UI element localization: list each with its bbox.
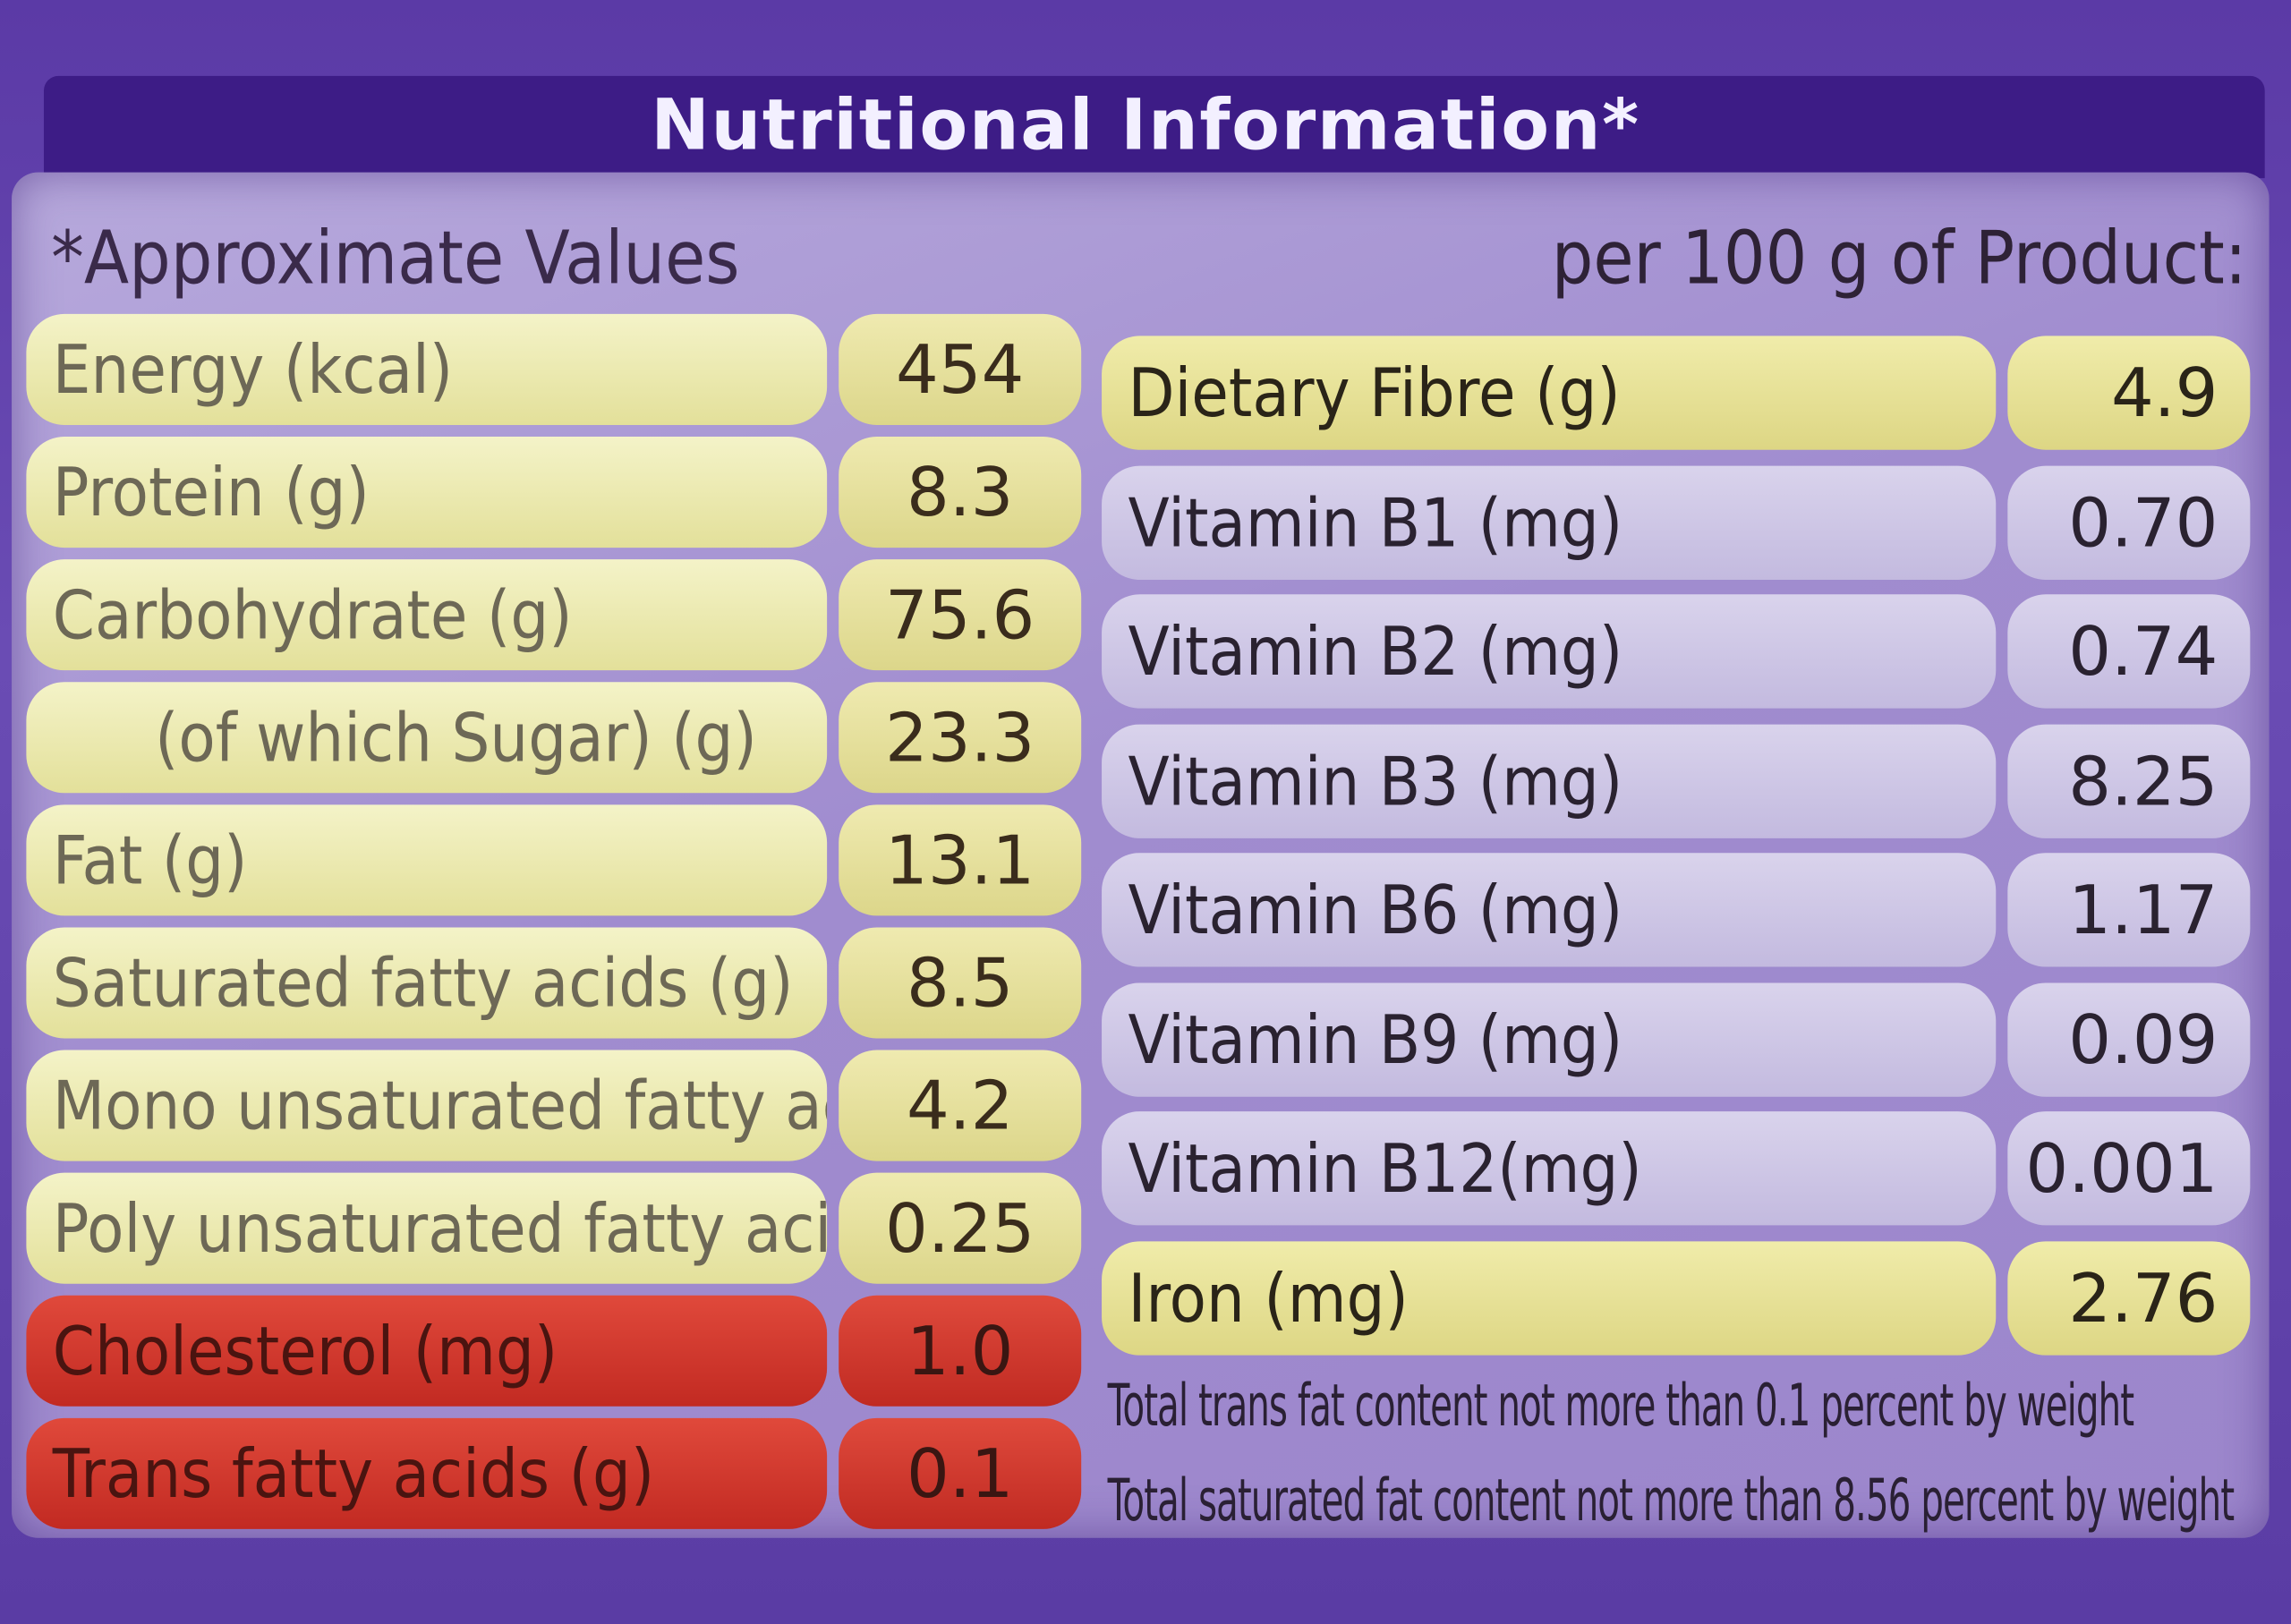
row-label-cell: (of which Sugar) (g): [26, 682, 828, 794]
row-value: 4.2: [839, 1050, 1082, 1161]
row-label-cell: Vitamin B6 (mg): [1102, 853, 1997, 967]
row-value: 0.70: [2007, 464, 2251, 580]
row-label-cell: Protein (g): [26, 437, 828, 548]
row-label-cell: Trans fatty acids (g): [26, 1417, 828, 1529]
row-label: Cholesterol (mg): [52, 1311, 558, 1390]
per-label: per 100 g of Product:: [1552, 216, 2248, 302]
footnote: Total trans fat content not more than 0.…: [1107, 1373, 2135, 1441]
header-bar: [43, 75, 2265, 179]
row-value: 0.09: [2007, 982, 2251, 1096]
row-value: 2.76: [2007, 1240, 2251, 1355]
row-label: Vitamin B12(mg): [1128, 1128, 1642, 1208]
row-label: Saturated fatty acids (g): [52, 943, 794, 1023]
row-label-cell: Mono unsaturated fatty acids(g): [26, 1050, 828, 1161]
row-label-cell: Vitamin B2 (mg): [1102, 594, 1997, 709]
note: *Approximate Values: [51, 216, 740, 302]
row-label: Energy (kcal): [52, 329, 454, 410]
row-label: Poly unsaturated fatty acids(g): [52, 1188, 827, 1268]
row-label: (of which Sugar) (g): [155, 698, 757, 778]
row-label: Vitamin B1 (mg): [1128, 482, 1623, 562]
row-label-cell: Saturated fatty acids (g): [26, 927, 828, 1039]
row-label: Mono unsaturated fatty acids(g): [52, 1066, 827, 1145]
row-label: Vitamin B9 (mg): [1128, 999, 1623, 1079]
row-label-cell: Poly unsaturated fatty acids(g): [26, 1172, 828, 1284]
row-label: Trans fatty acids (g): [52, 1433, 655, 1513]
row-label-cell: Vitamin B1 (mg): [1102, 464, 1997, 580]
row-label-cell: Energy (kcal): [26, 313, 828, 425]
row-label-cell: Cholesterol (mg): [26, 1295, 828, 1407]
row-label: Protein (g): [52, 452, 370, 532]
row-label: Vitamin B2 (mg): [1128, 611, 1623, 692]
title: Nutritional Information*: [651, 84, 1640, 167]
row-value: 1.0: [839, 1295, 1082, 1407]
row-value: 8.3: [839, 437, 1082, 548]
row-label-cell: Vitamin B9 (mg): [1102, 982, 1997, 1096]
row-label-cell: Vitamin B12(mg): [1102, 1111, 1997, 1226]
row-value: 23.3: [839, 682, 1082, 794]
row-value: 8.25: [2007, 723, 2251, 838]
row-value: 454: [839, 313, 1082, 425]
row-label: Vitamin B6 (mg): [1128, 870, 1623, 949]
row-label-cell: Iron (mg): [1102, 1240, 1997, 1355]
footnote: Total saturated fat content not more tha…: [1107, 1467, 2236, 1535]
row-label-cell: Fat (g): [26, 804, 828, 916]
row-label: Vitamin B3 (mg): [1128, 741, 1623, 821]
row-value: 8.5: [839, 927, 1082, 1039]
row-value: 75.6: [839, 559, 1082, 671]
row-value: 4.9: [2007, 336, 2251, 450]
row-label-cell: Dietary Fibre (g): [1102, 336, 1997, 450]
row-value: 0.74: [2007, 594, 2251, 709]
row-label-cell: Carbohydrate (g): [26, 559, 828, 671]
row-value: 0.1: [839, 1417, 1082, 1529]
row-value: 0.001: [2007, 1111, 2251, 1226]
row-label: Dietary Fibre (g): [1128, 353, 1621, 433]
row-label: Fat (g): [52, 821, 248, 900]
row-label: Carbohydrate (g): [52, 575, 573, 655]
row-value: 0.25: [839, 1172, 1082, 1284]
row-label: Iron (mg): [1128, 1258, 1409, 1338]
row-value: 1.17: [2007, 853, 2251, 967]
row-label-cell: Vitamin B3 (mg): [1102, 723, 1997, 838]
row-value: 13.1: [839, 804, 1082, 916]
